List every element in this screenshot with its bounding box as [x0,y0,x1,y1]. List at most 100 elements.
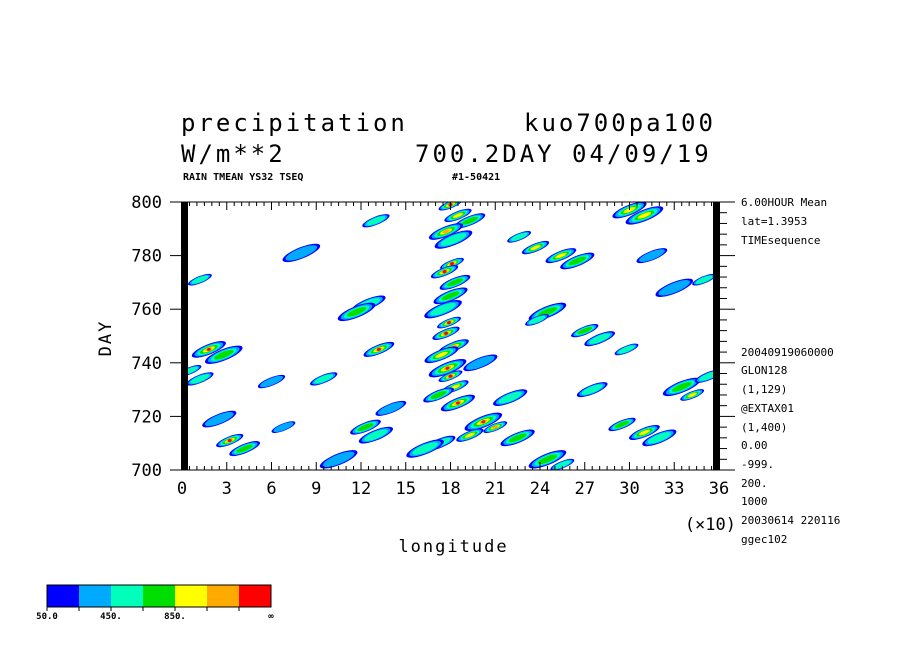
precip-cell [662,377,701,397]
contour-level-5 [637,212,652,219]
contour-level-4 [461,216,479,225]
x-tick-label: 33 [664,479,684,499]
contour-level-4 [577,327,593,335]
contour-level-2 [259,375,284,388]
precip-cell [493,389,528,406]
y-tick-label: 700 [131,461,162,481]
contour-level-2 [465,355,495,370]
precip-cell [483,421,508,433]
x-tick-label: 6 [266,479,276,499]
side-info-sequence: TIMEsequence [741,234,821,247]
colorbar: 50.0 450. 850. ∞ [36,584,274,622]
precip-cell [423,387,454,403]
axes-layer: 0 3 6 9 12 15 18 21 24 27 30 33 36700720740760780800… [96,193,736,557]
precip-cell [432,326,460,340]
contour-level-4 [614,420,630,429]
side-info-host: ggec102 [741,533,788,546]
contour-level-3 [528,315,546,324]
precip-cell [521,240,550,255]
right-axis-bar [713,202,720,470]
x-tick-label: 3 [222,479,232,499]
contour-level-7 [376,347,381,351]
contour-level-5 [452,212,464,218]
y-tick-label: 800 [131,193,162,213]
precip-cell [428,223,464,240]
side-info-interval: 200. [741,477,768,490]
precip-cell [375,400,407,416]
contour-level-4 [346,307,367,317]
colorbar-swatch-5 [175,585,207,607]
precip-cell [271,421,296,433]
contour-level-5 [464,432,476,438]
contour-level-7 [445,366,450,370]
chart-title: precipitation [181,109,408,137]
x-tick-label: 36 [709,479,729,499]
precip-cell [187,273,212,286]
side-info-glon: GLON128 [741,364,788,377]
precip-cell [463,354,498,372]
contour-level-3 [589,333,611,344]
x-tick-label: 0 [177,479,187,499]
precip-cell [612,202,647,219]
precip-cell [629,424,660,440]
contour-level-7 [447,321,451,325]
contour-level-4 [671,382,692,392]
contour-level-5 [435,351,448,358]
precip-cell [439,274,471,290]
contour-level-3 [554,460,571,469]
precip-cell [428,358,467,378]
contour-level-2 [658,280,691,296]
precip-cell [229,441,261,457]
side-info-range-x: (1,129) [741,383,788,396]
contour-level-5 [623,207,636,214]
contour-level-3 [440,233,467,246]
precip-cell [692,273,717,286]
precip-cell [625,206,664,225]
side-info-mean: 6.00HOUR Mean [741,196,828,209]
side-info-min: 0.00 [741,439,768,452]
contour-level-4 [441,291,460,301]
precip-cell [571,323,599,338]
colorbar-label: ∞ [268,612,274,622]
precip-cell [319,450,358,469]
colorbar-swatch-4 [143,585,175,607]
contour-level-7 [227,438,232,443]
colorbar-frame [46,584,272,608]
side-info-lat: lat=1.3953 [741,215,808,228]
left-axis-bar [181,202,188,470]
y-tick-label: 740 [131,354,162,374]
contour-level-2 [638,249,665,262]
precip-cell [437,316,461,329]
colorbar-swatch-2 [79,585,111,607]
side-info-missing: -999. [741,458,775,471]
precip-cell [204,345,243,364]
contour-level-7 [456,401,460,405]
contour-level-5 [555,252,567,259]
run-info: 700.2DAY 04/09/19 [415,140,712,168]
colorbar-swatch-1 [47,585,79,607]
colorbar-swatch-6 [207,585,239,607]
experiment-name: kuo700pa100 [524,109,716,137]
id-code: #1-50421 [452,172,501,183]
colorbar-label: 850. [164,612,186,622]
contour-level-4 [568,256,587,266]
x-axis-scale-note: (×10) [685,515,736,535]
precip-cell [350,419,381,435]
x-tick-label: 30 [619,479,639,499]
precip-cell [362,214,390,228]
precip-cell [608,417,636,432]
x-tick-label: 18 [440,479,460,499]
contour-level-4 [236,444,253,453]
contour-level-4 [430,390,447,399]
contour-level-3 [618,345,635,354]
precip-cell [525,314,549,326]
side-info-created: 20030614 220116 [741,514,841,527]
precip-cell [500,429,535,447]
contour-level-2 [377,402,404,415]
colorbar-label: 50.0 [36,612,58,622]
precip-cell [440,257,464,270]
precip-cell [358,426,394,444]
side-info-datetime: 20040919060000 [741,346,834,359]
contour-level-5 [530,245,541,251]
contour-level-4 [214,350,234,360]
